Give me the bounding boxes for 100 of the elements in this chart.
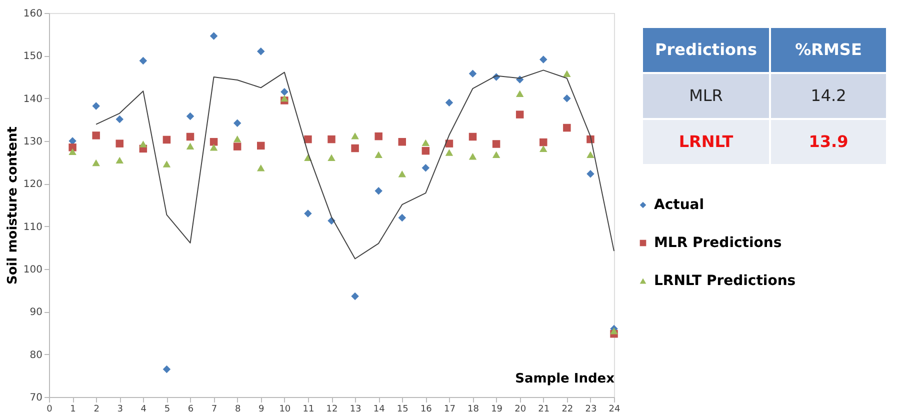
point [210, 32, 218, 40]
x-tick-label: 23 [585, 404, 597, 414]
x-tick-label: 8 [234, 404, 241, 414]
y-axis-title: Soil moisture content [5, 126, 20, 285]
point [374, 187, 382, 195]
point [68, 144, 76, 152]
x-tick-label: 10 [279, 404, 291, 414]
y-tick-label: 70 [30, 392, 42, 404]
point [445, 140, 454, 148]
x-tick-label: 19 [491, 404, 503, 414]
y-tick-label: 110 [23, 222, 42, 233]
x-tick-label: 13 [350, 404, 362, 414]
y-tick-label: 150 [23, 51, 42, 62]
y-tick-label: 120 [23, 179, 42, 190]
point [563, 94, 571, 102]
point [186, 132, 194, 141]
point [257, 48, 265, 56]
point [233, 142, 242, 150]
point [162, 365, 171, 374]
point [304, 135, 312, 144]
text: Predictions [655, 40, 757, 59]
point [610, 328, 618, 334]
point [516, 110, 524, 118]
y-tick-label: 160 [23, 8, 42, 20]
point [233, 136, 242, 142]
point [445, 149, 454, 156]
point [492, 140, 500, 148]
point [586, 151, 594, 158]
x-tick-label: 0 [46, 404, 53, 414]
point [210, 144, 218, 151]
point [68, 148, 76, 156]
point [492, 151, 500, 158]
y-tick-label: 130 [23, 136, 42, 148]
point [540, 145, 548, 152]
point [139, 56, 148, 65]
x-tick-label: 3 [117, 404, 123, 414]
x-tick-label: 16 [420, 404, 432, 414]
point [186, 142, 194, 150]
point [280, 88, 288, 96]
x-tick-label: 4 [140, 404, 147, 414]
point [351, 292, 359, 300]
point [257, 142, 265, 150]
x-tick-label: 15 [396, 404, 408, 414]
point [186, 112, 194, 120]
x-tick-label: 11 [302, 404, 314, 414]
point [374, 132, 382, 140]
point [516, 90, 524, 97]
x-tick-label: 9 [258, 404, 265, 414]
point [116, 115, 124, 124]
y-tick-label: 100 [23, 264, 42, 276]
text: 13.9 [808, 132, 848, 151]
x-tick-label: 14 [373, 404, 386, 414]
point [139, 140, 148, 148]
point [280, 94, 288, 102]
legend-label: LRNLT Predictions [654, 273, 796, 289]
point [586, 170, 594, 178]
x-tick-label: 12 [326, 404, 338, 414]
y-tick-label: 80 [30, 350, 42, 361]
point [468, 153, 477, 160]
point [398, 138, 406, 146]
point [563, 70, 571, 77]
text: MLR [689, 86, 723, 105]
text: 14.2 [810, 86, 846, 105]
x-tick-label: 1 [70, 404, 76, 414]
point [422, 139, 430, 146]
point [351, 144, 359, 152]
x-tick-label: 6 [188, 404, 194, 414]
x-tick-label: 7 [211, 404, 218, 414]
x-tick-label: 24 [608, 404, 620, 414]
point [422, 164, 430, 172]
point [398, 214, 406, 222]
text: %RMSE [795, 40, 862, 59]
legend-label: MLR Predictions [654, 235, 782, 251]
x-tick-label: 22 [562, 404, 574, 414]
point [328, 135, 336, 144]
x-tick-label: 2 [94, 404, 100, 414]
point [328, 154, 336, 161]
x-tick-label: 5 [164, 404, 170, 414]
point [422, 146, 430, 155]
legend-label: Actual [654, 197, 704, 213]
point [210, 138, 218, 146]
x-tick-label: 17 [444, 404, 456, 414]
point [445, 98, 454, 106]
line-series [96, 70, 614, 260]
point [233, 119, 242, 127]
point [398, 170, 406, 178]
point [92, 159, 100, 166]
point [563, 124, 571, 132]
point [468, 132, 477, 141]
point [116, 156, 124, 164]
point [351, 132, 359, 140]
point [540, 138, 548, 146]
y-tick-label: 90 [30, 307, 42, 318]
point [304, 210, 312, 218]
point [162, 160, 171, 168]
y-tick-label: 140 [23, 94, 42, 105]
point [162, 136, 171, 144]
point [540, 56, 548, 64]
point [92, 102, 100, 110]
point [468, 70, 477, 78]
